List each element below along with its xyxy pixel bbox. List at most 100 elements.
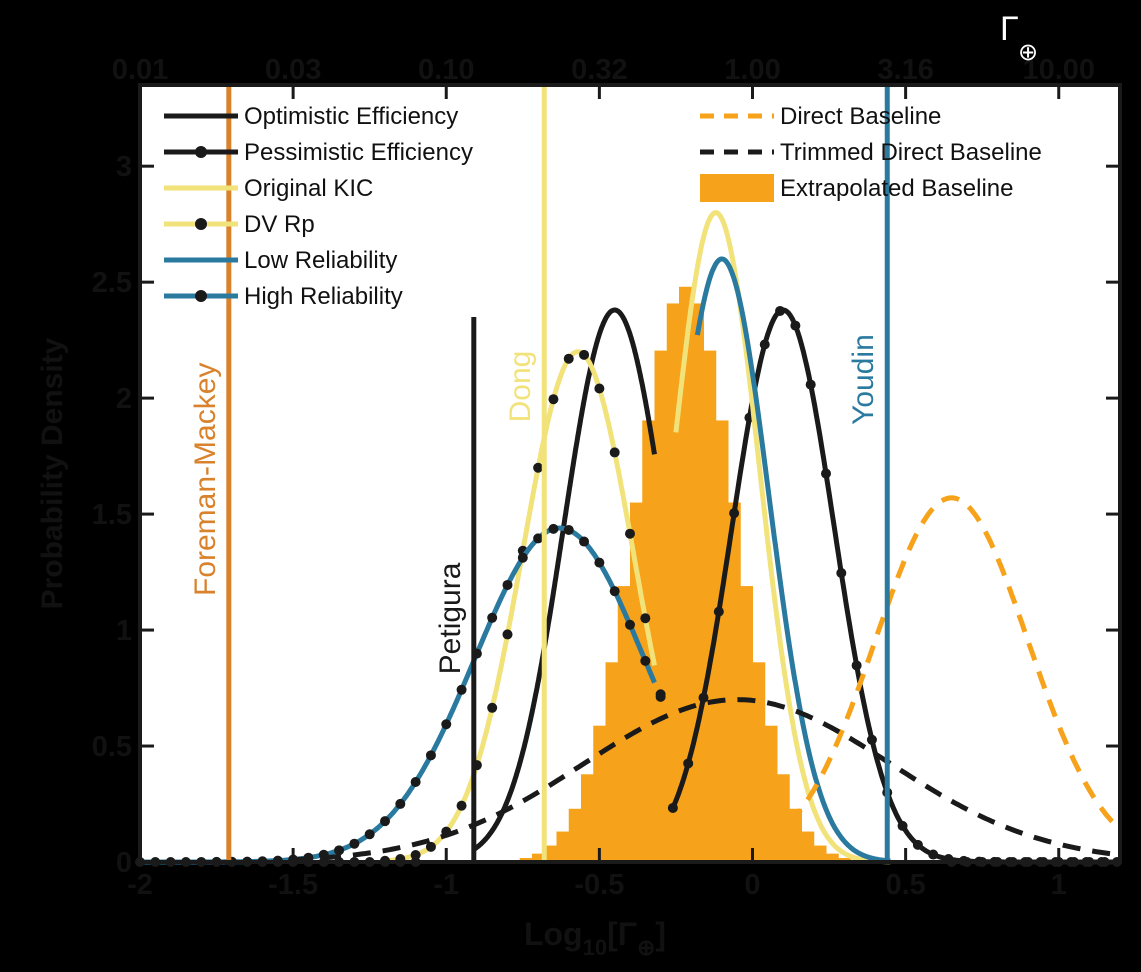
curve-low-reliability bbox=[694, 256, 892, 864]
marker-high-reliability bbox=[609, 586, 620, 597]
histogram-bar bbox=[838, 857, 851, 862]
histogram-bar bbox=[679, 286, 692, 862]
legend-label: Direct Baseline bbox=[780, 103, 941, 130]
top-axis-label-sub: ⊕ bbox=[1018, 39, 1038, 66]
histogram-bar bbox=[532, 853, 545, 862]
marker-dv-rp bbox=[533, 462, 544, 473]
marker-pessimistic bbox=[866, 734, 877, 745]
marker-pessimistic bbox=[851, 660, 862, 671]
marker-high-reliability bbox=[579, 536, 590, 547]
histogram-bar bbox=[617, 586, 631, 862]
top-tick-label: 0.03 bbox=[265, 54, 321, 86]
marker-high-reliability bbox=[625, 619, 635, 630]
marker-pessimistic bbox=[836, 568, 847, 579]
x-tick-label: -1.5 bbox=[268, 869, 318, 901]
histogram-bar bbox=[728, 502, 741, 862]
y-tick-label: 1.5 bbox=[92, 499, 132, 531]
curve-direct-baseline bbox=[787, 495, 1122, 832]
top-tick-label: 10.00 bbox=[1022, 54, 1095, 86]
label-petigura: Petigura bbox=[434, 562, 467, 674]
marker-dv-rp bbox=[640, 613, 651, 624]
marker-high-reliability bbox=[380, 816, 390, 827]
histogram-bar bbox=[801, 831, 815, 862]
top-axis-label: Γ bbox=[1000, 10, 1019, 48]
legend-label: Original KIC bbox=[244, 175, 373, 202]
legend-label: Extrapolated Baseline bbox=[780, 175, 1013, 202]
histogram-bar bbox=[605, 662, 619, 862]
marker-high-reliability bbox=[502, 579, 513, 590]
legend-label: Optimistic Efficiency bbox=[244, 103, 458, 130]
y-tick-label: 1 bbox=[116, 615, 132, 647]
x-tick-label: -0.5 bbox=[574, 869, 624, 901]
marker-pessimistic bbox=[713, 606, 724, 617]
marker-pessimistic bbox=[775, 305, 786, 316]
histogram-bar bbox=[691, 303, 704, 863]
y-tick-label: 0.5 bbox=[92, 731, 132, 763]
histogram-bar bbox=[715, 420, 729, 862]
marker-high-reliability bbox=[425, 750, 436, 761]
legend-label: DV Rp bbox=[244, 211, 315, 238]
plot-frame bbox=[138, 83, 1122, 864]
marker-high-reliability bbox=[487, 612, 498, 623]
x-tick-label: -2 bbox=[127, 869, 153, 901]
marker-high-reliability bbox=[364, 829, 375, 840]
marker-dv-rp bbox=[625, 528, 635, 539]
histogram-layer bbox=[519, 286, 864, 863]
label-dong: Dong bbox=[504, 351, 537, 423]
marker-pessimistic bbox=[928, 849, 939, 860]
marker-dv-rp bbox=[425, 841, 436, 852]
legend: Optimistic Efficiency Pessimistic Efficie… bbox=[164, 103, 1042, 310]
x-tick-label: -1 bbox=[433, 869, 459, 901]
marker-high-reliability bbox=[517, 552, 528, 563]
top-tick-label: 1.00 bbox=[724, 54, 780, 86]
marker-pessimistic bbox=[729, 508, 740, 519]
label-foreman-mackey: Foreman-Mackey bbox=[189, 363, 222, 596]
x-tick-label: 0.5 bbox=[885, 869, 925, 901]
histogram-bar bbox=[740, 586, 753, 862]
y-axis-label: Probability Density bbox=[36, 337, 69, 609]
marker-high-reliability bbox=[548, 523, 559, 534]
y-tick-label: 0 bbox=[116, 847, 132, 879]
marker-dv-rp bbox=[548, 394, 559, 405]
axes-layer: -2 -1.5 -1 -0.5 0 0.5 1 0.01 0.03 0.10 0.32 1.00 3.1… bbox=[36, 10, 1120, 960]
marker-pessimistic bbox=[667, 802, 678, 813]
histogram-bar bbox=[703, 350, 717, 862]
marker-pessimistic bbox=[683, 758, 694, 769]
y-tick-label: 2 bbox=[116, 383, 132, 415]
marker-dv-rp bbox=[609, 447, 620, 458]
legend-label: Pessimistic Efficiency bbox=[244, 139, 473, 166]
top-tick-label: 3.16 bbox=[877, 54, 933, 86]
vertical-lines-layer: Foreman-Mackey Petigura Dong Youdin bbox=[189, 85, 890, 862]
legend-marker bbox=[195, 290, 207, 302]
x-tick-label: 1 bbox=[1051, 869, 1067, 901]
marker-dv-rp bbox=[502, 629, 513, 640]
histogram-bar bbox=[581, 774, 594, 862]
histogram-bar bbox=[777, 774, 790, 862]
histogram-bar bbox=[826, 853, 839, 862]
marker-dv-rp bbox=[563, 353, 574, 364]
marker-high-reliability bbox=[594, 557, 605, 568]
marker-pessimistic bbox=[821, 468, 831, 479]
legend-marker bbox=[195, 146, 207, 158]
legend-label: Low Reliability bbox=[244, 247, 397, 274]
marker-high-reliability bbox=[334, 845, 345, 856]
marker-pessimistic bbox=[790, 320, 801, 331]
histogram-bar bbox=[519, 857, 533, 862]
marker-high-reliability bbox=[563, 524, 574, 535]
marker-dv-rp bbox=[579, 349, 590, 360]
histogram-bar bbox=[752, 662, 766, 862]
marker-high-reliability bbox=[456, 684, 467, 695]
legend-label: Trimmed Direct Baseline bbox=[780, 139, 1042, 166]
marker-high-reliability bbox=[655, 691, 666, 702]
histogram-bar bbox=[813, 845, 827, 862]
curve-trimmed-direct bbox=[292, 697, 1121, 863]
marker-dv-rp bbox=[487, 702, 498, 713]
legend-label: High Reliability bbox=[244, 283, 403, 310]
marker-high-reliability bbox=[349, 838, 360, 849]
histogram-bar bbox=[764, 725, 778, 862]
histogram-bar bbox=[556, 831, 570, 862]
legend-marker bbox=[195, 218, 207, 230]
marker-pessimistic bbox=[912, 839, 923, 850]
